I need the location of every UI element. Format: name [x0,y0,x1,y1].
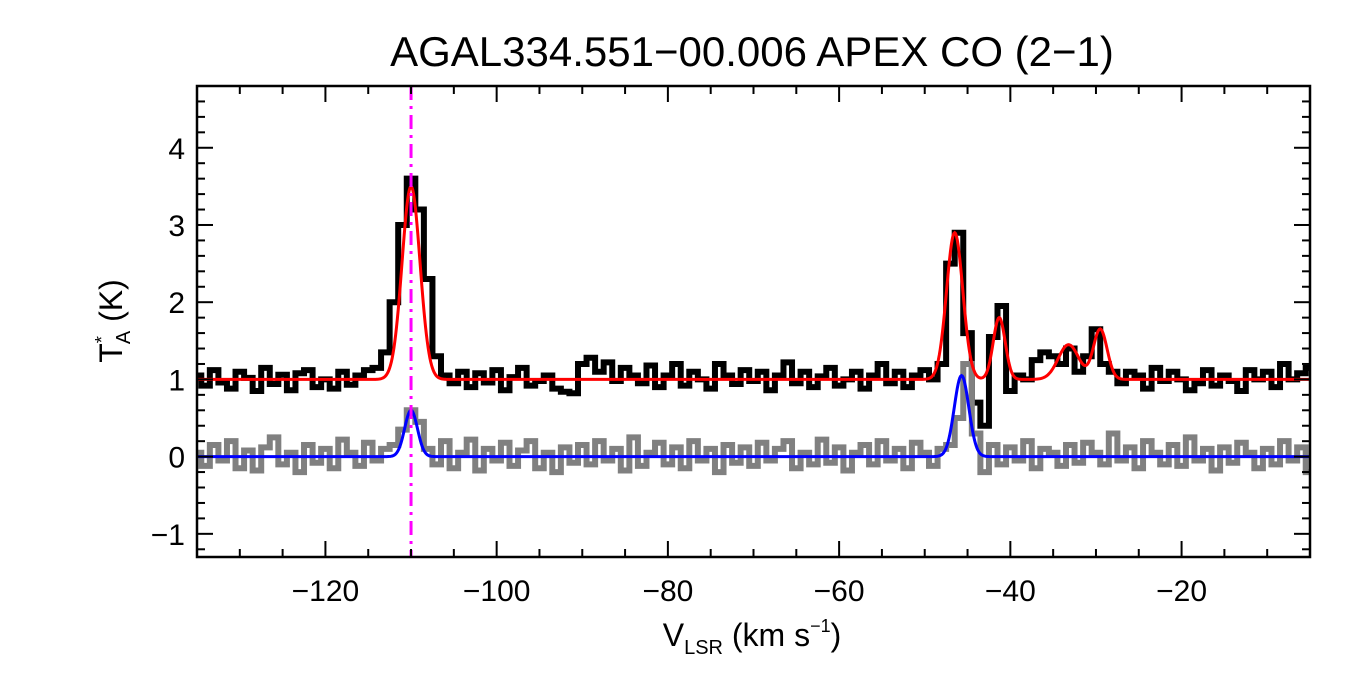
x-tick-label: −80 [642,575,693,608]
axis-ticks: −120 −100 −80 −60 −40 −20 −1 0 1 2 3 4 [151,86,1310,608]
x-tick-label: −60 [814,575,865,608]
y-tick-label: 2 [168,287,185,320]
y-axis-label-sup: * [92,336,112,343]
fit-co-2-1-fit [197,184,1310,381]
x-axis-label-sub: LSR [684,637,723,659]
y-axis-label-main: T [93,343,129,363]
y-axis-label-unit: (K) [93,279,129,331]
y-axis-label-sub: A [113,330,135,344]
x-axis-label: VLSR (km s−1) [663,616,842,659]
y-tick-label: −1 [151,519,185,552]
y-tick-label: 4 [168,133,185,166]
spectrum-offset-spectrum [197,360,1310,476]
fit-offset-fit [197,373,1310,459]
plot-area [197,86,1310,557]
x-axis-label-unit: (km s [723,617,810,653]
x-tick-label: −40 [985,575,1036,608]
spectrum-co-2-1-spectrum [197,175,1310,429]
y-tick-label: 0 [168,442,185,475]
x-axis-label-main: V [663,617,685,653]
x-tick-label: −120 [292,575,360,608]
y-tick-label: 3 [168,210,185,243]
y-tick-label: 1 [168,364,185,397]
x-tick-label: −20 [1156,575,1207,608]
x-axis-label-unit-sup: −1 [810,616,831,636]
plot-frame [195,84,1312,559]
x-axis-label-unit-suffix: ) [831,617,842,653]
chart-title: AGAL334.551−00.006 APEX CO (2−1) [390,28,1114,75]
x-tick-label: −100 [463,575,531,608]
y-axis-label: T*A (K) [92,279,135,362]
